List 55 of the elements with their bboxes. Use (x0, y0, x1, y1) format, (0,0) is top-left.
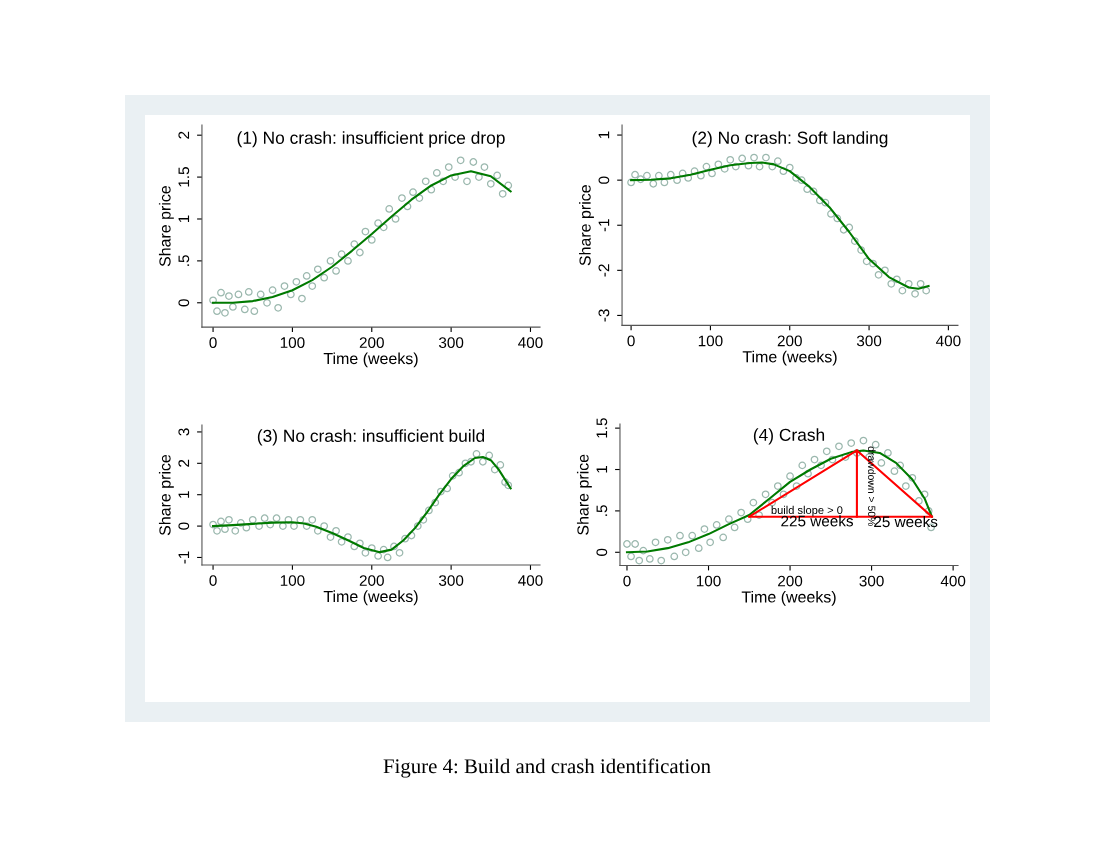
x-tick-label: 400 (518, 575, 543, 586)
annotation: 225 weeks (781, 515, 854, 527)
y-tick-label: -3 (598, 309, 610, 322)
y-tick-label: -2 (598, 264, 610, 277)
x-tick-label: 100 (696, 575, 721, 587)
y-tick-label: 1.5 (178, 167, 190, 187)
y-tick-label: 0 (178, 299, 190, 307)
y-tick-label: 1.5 (596, 418, 608, 438)
x-tick-label: 200 (778, 575, 803, 587)
x-axis-title: Time (weeks) (323, 352, 418, 368)
y-tick-label: 1 (598, 131, 610, 139)
y-axis-title: Share price (158, 185, 174, 267)
y-tick-label: .5 (178, 255, 190, 266)
x-tick-label: 400 (518, 337, 543, 349)
x-tick-label: 100 (280, 337, 305, 349)
y-axis-title: Share price (576, 454, 592, 535)
y-tick-label: 3 (178, 428, 190, 436)
x-tick-label: 200 (777, 335, 802, 347)
caption: Figure 4: Build and crash identification (383, 758, 711, 778)
y-axis-title: Share price (579, 185, 594, 266)
y-tick-label: 1 (596, 466, 608, 473)
y-tick-label: 1 (178, 215, 190, 223)
x-tick-label: 300 (856, 335, 882, 347)
x-tick-label: 200 (359, 575, 384, 586)
x-axis-title: Time (weeks) (323, 590, 418, 606)
y-tick-label: -1 (178, 551, 190, 564)
chart-title: (4) Crash (753, 428, 825, 445)
x-tick-label: 0 (627, 335, 635, 347)
x-tick-label: 0 (623, 575, 631, 587)
x-tick-label: 200 (359, 337, 384, 349)
y-tick-label: 0 (598, 176, 610, 184)
x-tick-label: 400 (935, 335, 961, 347)
x-tick-label: 100 (698, 335, 723, 347)
y-tick-label: 2 (178, 459, 190, 467)
y-tick-label: -1 (598, 219, 610, 232)
chart-title: (3) No crash: insufficient build (257, 429, 485, 446)
y-tick-label: 0 (178, 522, 190, 530)
x-tick-label: 0 (209, 337, 217, 349)
x-tick-label: 300 (859, 575, 884, 587)
chart-title: (2) No crash: Soft landing (692, 131, 888, 148)
y-axis-title: Share price (158, 454, 174, 536)
x-axis-title: Time (weeks) (742, 350, 837, 366)
y-tick-label: 0 (596, 548, 608, 556)
x-tick-label: 400 (940, 575, 966, 587)
x-tick-label: 0 (209, 575, 217, 586)
y-tick-label: .5 (596, 505, 608, 516)
y-tick-label: 2 (178, 131, 190, 139)
chart-title: (1) No crash: insufficient price drop (237, 131, 505, 148)
x-tick-label: 300 (438, 575, 464, 586)
x-tick-label: 300 (438, 337, 464, 349)
y-tick-label: 1 (178, 491, 190, 498)
x-axis-title: Time (weeks) (741, 590, 836, 606)
annotation: drawdown > 50% (868, 446, 876, 526)
x-tick-label: 100 (280, 575, 305, 586)
annotation: 25 weeks (874, 515, 938, 528)
